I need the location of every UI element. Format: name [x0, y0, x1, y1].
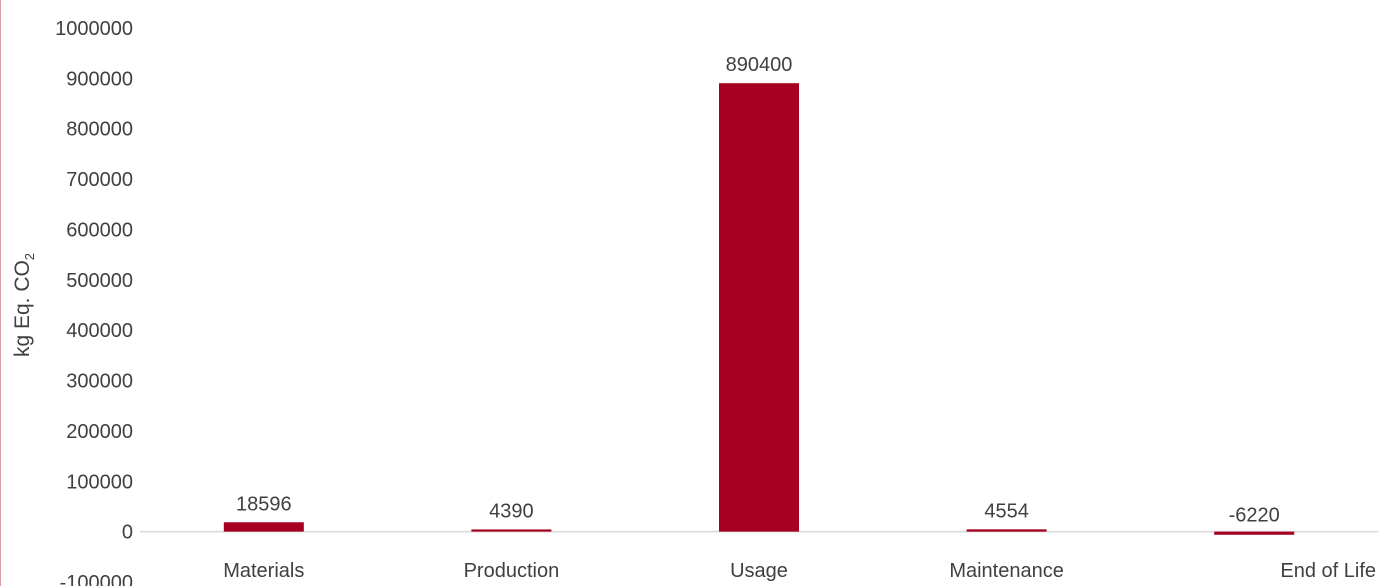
x-tick-label: Production: [464, 560, 560, 582]
y-tick-label: 1000000: [55, 18, 133, 40]
y-axis-title-subscript: 2: [22, 253, 37, 260]
y-tick-label: 900000: [66, 68, 133, 90]
bar-usage: [719, 83, 799, 532]
y-tick-label: 500000: [66, 270, 133, 292]
data-label: 18596: [236, 493, 292, 515]
y-tick-label: 300000: [66, 371, 133, 393]
y-tick-label: 400000: [66, 320, 133, 342]
bars: [223, 83, 1295, 535]
bar-materials: [223, 522, 304, 532]
y-axis-title-text: kg Eq. CO: [11, 260, 34, 357]
data-label: 4390: [489, 500, 534, 522]
data-labels: 18596 4390 890400 4554 -6220: [236, 54, 1280, 526]
y-tick-label: 200000: [66, 421, 133, 443]
bar-production: [471, 529, 552, 532]
bar-maintenance: [966, 529, 1047, 532]
x-tick-label: Maintenance: [949, 560, 1064, 582]
y-tick-label: -100000: [60, 572, 133, 586]
y-tick-label: 0: [122, 522, 133, 544]
x-tick-label: End of Life: [1280, 560, 1376, 582]
bar-end-of-life: [1214, 531, 1295, 535]
y-tick-label: 700000: [66, 169, 133, 191]
y-tick-label: 800000: [66, 119, 133, 141]
frame-left-border: [0, 0, 1, 586]
x-tick-labels: Materials Production Usage Maintenance End o…: [223, 560, 1376, 582]
y-tick-label: 100000: [66, 471, 133, 493]
data-label: 4554: [984, 500, 1029, 522]
y-tick-labels: -100000 0 100000 200000 300000 400000 500000 60…: [55, 18, 133, 586]
x-tick-label: Usage: [730, 560, 788, 582]
data-label: 890400: [726, 54, 793, 76]
data-label: -6220: [1229, 505, 1280, 527]
svg-text:kg Eq. CO2: kg Eq. CO2: [11, 253, 37, 357]
y-tick-label: 600000: [66, 219, 133, 241]
y-axis-title: kg Eq. CO2: [11, 253, 37, 357]
x-tick-label: Materials: [223, 560, 304, 582]
